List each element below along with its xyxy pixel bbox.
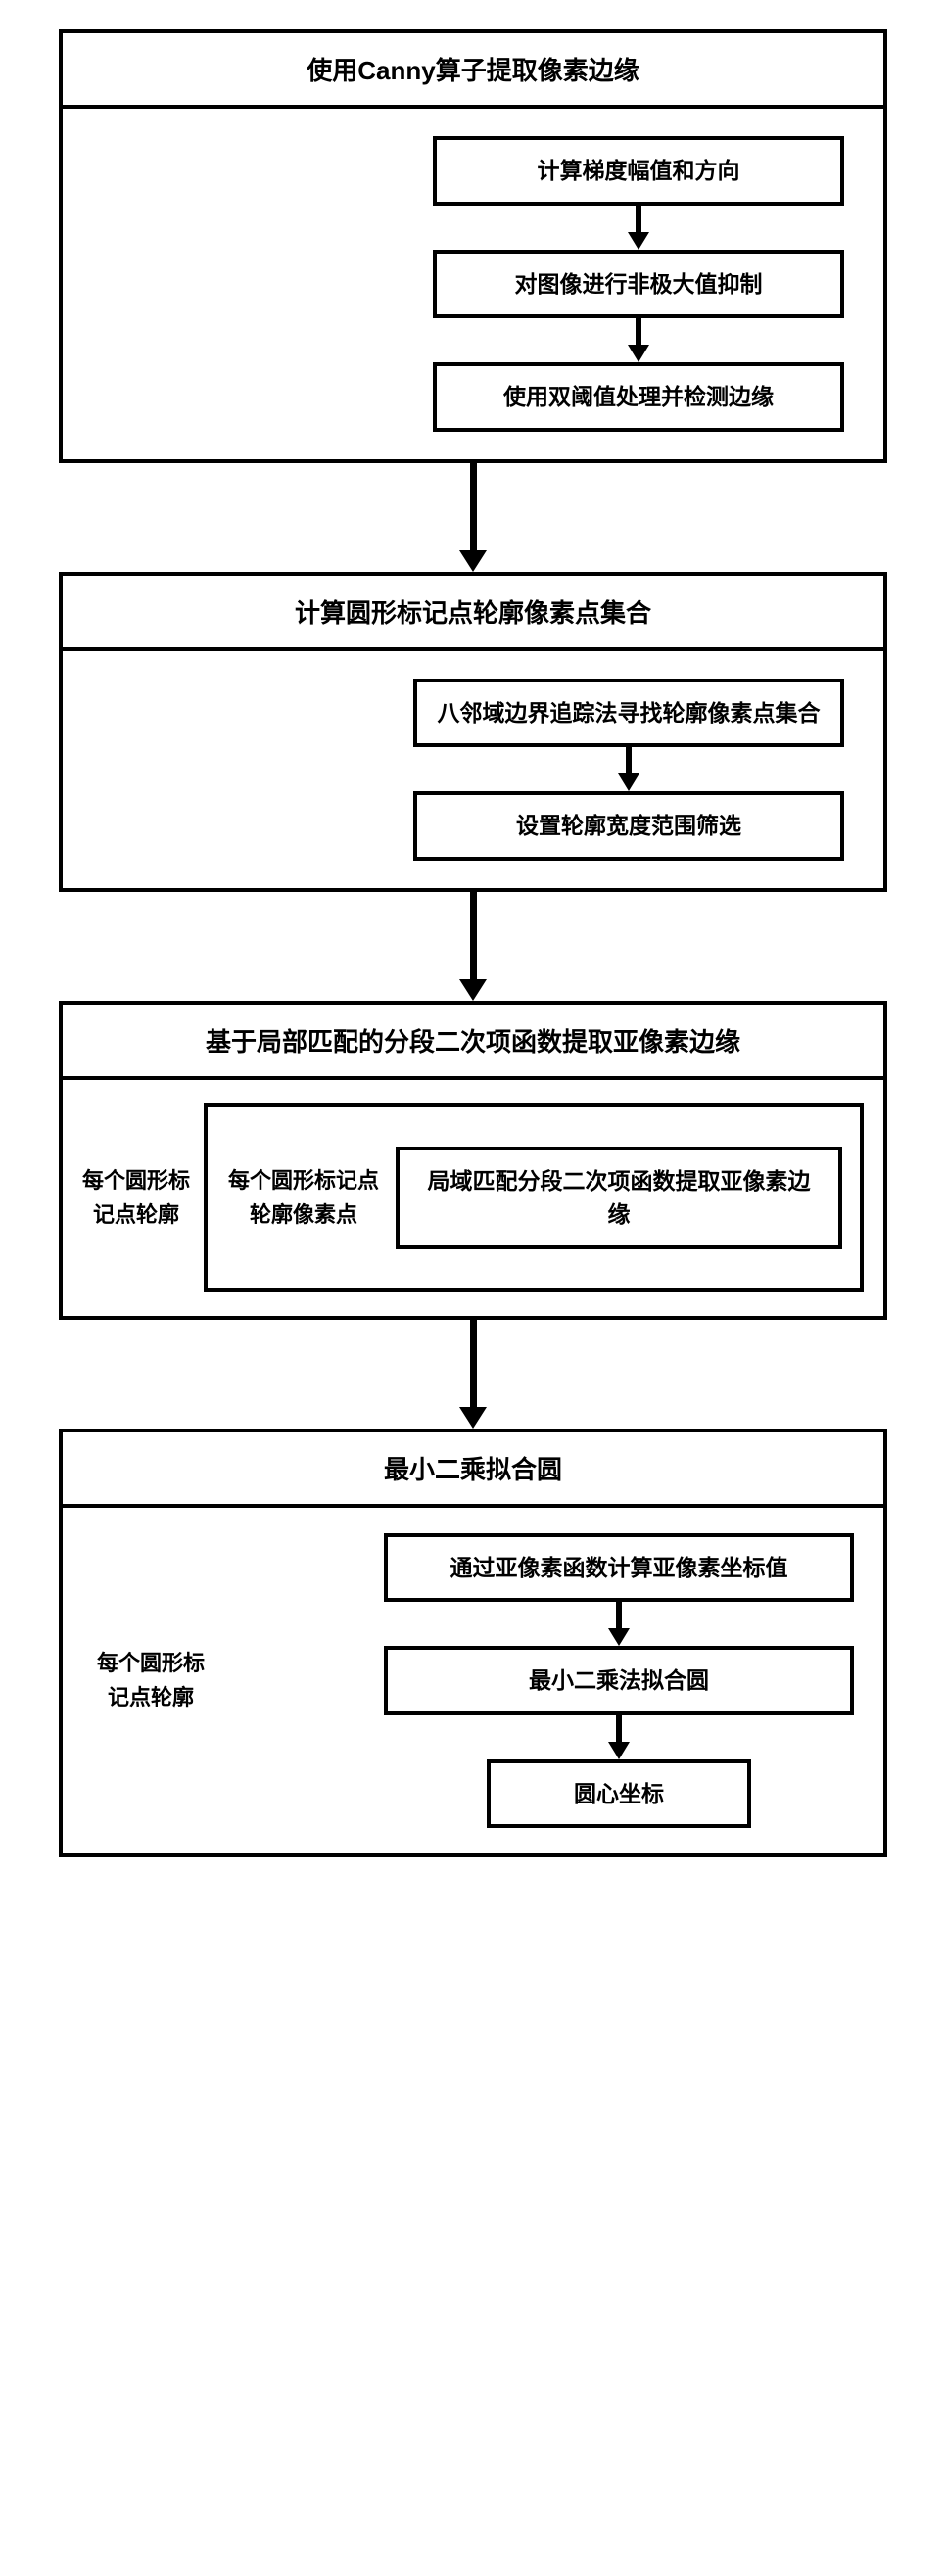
- stage-1-body: 计算梯度幅值和方向 对图像进行非极大值抑制 使用双阈值处理并检测边缘: [63, 109, 883, 459]
- step-4-3: 圆心坐标: [487, 1759, 751, 1829]
- stage-2-steps: 八邻域边界追踪法寻找轮廓像素点集合 设置轮廓宽度范围筛选: [413, 679, 844, 861]
- arrow-s4-2: [608, 1715, 630, 1759]
- stage-1-steps: 计算梯度幅值和方向 对图像进行非极大值抑制 使用双阈值处理并检测边缘: [433, 136, 844, 432]
- stage-4-label: 每个圆形标记点轮廓: [92, 1533, 210, 1829]
- stage-3-label-inner: 每个圆形标记点轮廓像素点: [225, 1163, 382, 1232]
- stage-3-label-outer: 每个圆形标记点轮廓: [82, 1103, 190, 1292]
- stage-1-title: 使用Canny算子提取像素边缘: [63, 33, 883, 109]
- arrow-s2-1: [618, 747, 639, 791]
- stage-4-title: 最小二乘拟合圆: [63, 1432, 883, 1508]
- stage-4-steps: 通过亚像素函数计算亚像素坐标值 最小二乘法拟合圆 圆心坐标: [223, 1533, 854, 1829]
- stage-4: 最小二乘拟合圆 每个圆形标记点轮廓 通过亚像素函数计算亚像素坐标值 最小二乘法拟…: [59, 1429, 887, 1858]
- arrow-s1-2: [628, 318, 649, 362]
- stage-2: 计算圆形标记点轮廓像素点集合 八邻域边界追踪法寻找轮廓像素点集合 设置轮廓宽度范…: [59, 572, 887, 892]
- arrow-s4-1: [608, 1602, 630, 1646]
- stage-3-body: 每个圆形标记点轮廓 每个圆形标记点轮廓像素点 局域匹配分段二次项函数提取亚像素边…: [63, 1080, 883, 1316]
- step-3-1: 局域匹配分段二次项函数提取亚像素边缘: [396, 1147, 842, 1249]
- step-4-2: 最小二乘法拟合圆: [384, 1646, 854, 1715]
- arrow-s1-1: [628, 206, 649, 250]
- step-1-1: 计算梯度幅值和方向: [433, 136, 844, 206]
- stage-3-title: 基于局部匹配的分段二次项函数提取亚像素边缘: [63, 1005, 883, 1080]
- arrow-between-3-4: [459, 1320, 487, 1429]
- step-2-1: 八邻域边界追踪法寻找轮廓像素点集合: [413, 679, 844, 748]
- step-1-2: 对图像进行非极大值抑制: [433, 250, 844, 319]
- step-1-3: 使用双阈值处理并检测边缘: [433, 362, 844, 432]
- stage-3-inner: 每个圆形标记点轮廓像素点 局域匹配分段二次项函数提取亚像素边缘: [204, 1103, 864, 1292]
- stage-3: 基于局部匹配的分段二次项函数提取亚像素边缘 每个圆形标记点轮廓 每个圆形标记点轮…: [59, 1001, 887, 1320]
- step-2-2: 设置轮廓宽度范围筛选: [413, 791, 844, 861]
- stage-4-body: 每个圆形标记点轮廓 通过亚像素函数计算亚像素坐标值 最小二乘法拟合圆 圆心坐标: [63, 1508, 883, 1854]
- step-4-1: 通过亚像素函数计算亚像素坐标值: [384, 1533, 854, 1603]
- stage-2-body: 八邻域边界追踪法寻找轮廓像素点集合 设置轮廓宽度范围筛选: [63, 651, 883, 888]
- stage-1: 使用Canny算子提取像素边缘 计算梯度幅值和方向 对图像进行非极大值抑制 使用…: [59, 29, 887, 463]
- arrow-between-2-3: [459, 892, 487, 1001]
- arrow-between-1-2: [459, 463, 487, 572]
- stage-2-title: 计算圆形标记点轮廓像素点集合: [63, 576, 883, 651]
